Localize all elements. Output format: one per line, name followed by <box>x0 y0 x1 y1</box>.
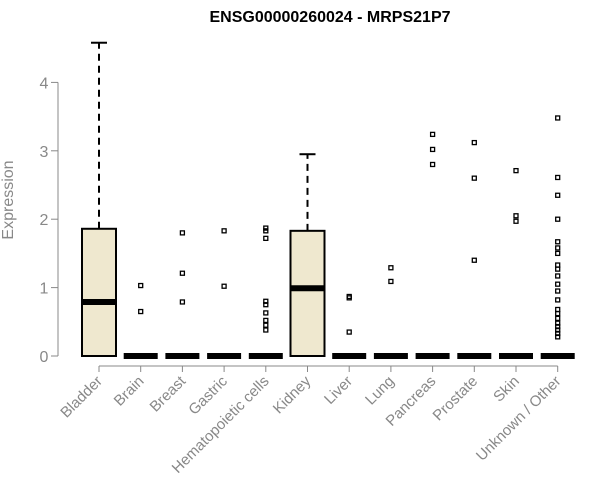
outlier-point <box>471 139 477 146</box>
outlier-point <box>388 278 394 285</box>
outlier-point <box>138 282 144 289</box>
box-hematopoietic-cells <box>248 225 283 359</box>
outlier-point <box>555 192 561 198</box>
outlier-point <box>429 146 436 153</box>
outlier-point <box>263 228 269 234</box>
x-tick-label: Kidney <box>270 372 315 417</box>
y-tick-label: 0 <box>40 349 49 366</box>
outlier-point <box>513 213 519 219</box>
outlier-point <box>513 167 519 174</box>
y-axis-label: Expression <box>0 160 17 239</box>
outlier-point <box>388 265 394 271</box>
outlier-point <box>263 322 269 328</box>
x-tick-label: Skin <box>490 373 523 406</box>
outlier-point <box>555 273 561 279</box>
y-axis: 0 1 2 3 4 <box>40 75 59 366</box>
box-gastric <box>207 228 242 359</box>
x-tick-label: Liver <box>321 373 356 408</box>
outlier-point <box>555 245 561 251</box>
box-liver <box>332 293 367 359</box>
box-unknown-other <box>540 115 575 359</box>
outlier-point <box>555 250 561 257</box>
outlier-point <box>263 327 269 333</box>
box-bladder <box>81 41 117 357</box>
outlier-point <box>263 225 269 231</box>
outlier-point <box>555 288 561 294</box>
outlier-point <box>555 297 561 303</box>
outlier-point <box>555 239 561 245</box>
outlier-point <box>555 306 561 313</box>
box-body <box>289 229 326 357</box>
outlier-point <box>263 317 269 324</box>
outlier-point <box>221 283 227 289</box>
box-lung <box>373 265 408 359</box>
box-pancreas <box>415 131 450 359</box>
outlier-point <box>471 175 477 181</box>
outlier-point <box>555 115 561 121</box>
outlier-point <box>263 235 269 242</box>
plot-area <box>81 41 575 359</box>
y-tick-label: 2 <box>40 212 49 229</box>
x-tick-label: Lung <box>362 373 398 409</box>
outlier-point <box>555 262 561 268</box>
outlier-point <box>346 293 352 300</box>
box-breast <box>165 230 200 359</box>
box-brain <box>123 282 158 359</box>
outlier-point <box>555 266 561 272</box>
box-body <box>81 227 117 357</box>
outlier-point <box>179 299 186 305</box>
outlier-point <box>555 216 561 222</box>
box-prostate <box>457 139 492 359</box>
y-tick-label: 3 <box>40 144 49 161</box>
outlier-point <box>555 174 561 181</box>
outlier-point <box>138 308 144 315</box>
x-tick-label: Prostate <box>430 373 482 425</box>
outlier-point <box>263 298 269 304</box>
x-tick-label: Bladder <box>57 373 106 422</box>
box-kidney <box>289 153 326 357</box>
outlier-point <box>471 257 477 263</box>
y-tick-label: 4 <box>40 75 49 92</box>
outlier-point <box>346 329 352 335</box>
outlier-point <box>263 310 269 316</box>
x-tick-label: Brain <box>111 373 148 410</box>
outlier-point <box>429 161 436 168</box>
chart-title: ENSG00000260024 - MRPS21P7 <box>209 9 450 26</box>
box-skin <box>499 167 533 359</box>
outlier-point <box>429 131 436 138</box>
outlier-point <box>513 218 519 224</box>
outlier-point <box>555 320 561 326</box>
y-tick-label: 1 <box>40 281 49 298</box>
outlier-point <box>555 315 561 322</box>
x-tick-label: Breast <box>147 372 190 415</box>
outlier-point <box>179 230 186 236</box>
outlier-point <box>179 270 186 276</box>
outlier-point <box>555 281 561 287</box>
outlier-point <box>221 228 227 234</box>
outlier-point <box>555 310 561 317</box>
